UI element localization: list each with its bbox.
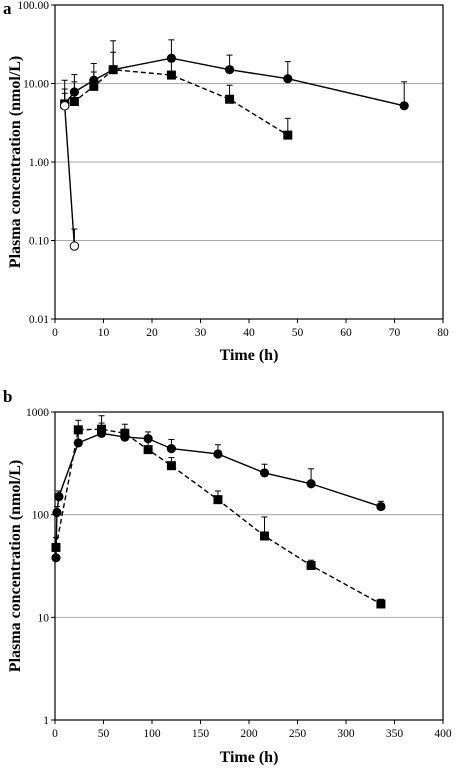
x-tick-label: 400: [434, 728, 452, 740]
data-point-circle: [399, 101, 409, 111]
data-point-circle: [376, 501, 386, 512]
x-tick-label: 10: [98, 327, 110, 339]
data-point-square: [306, 560, 316, 570]
x-tick-label: 30: [195, 327, 207, 339]
data-point-square: [283, 130, 293, 140]
x-tick-label: 60: [340, 327, 352, 339]
y-tick-label: 100: [32, 510, 50, 522]
x-axis-title: Time (h): [220, 749, 279, 766]
y-tick-label: 1: [43, 715, 49, 727]
series-1: [51, 415, 386, 609]
y-tick-label: 0.01: [29, 314, 49, 326]
data-point-square: [260, 531, 270, 541]
x-tick-label: 100: [143, 728, 161, 740]
series-line: [55, 428, 382, 605]
data-point-square: [213, 495, 223, 505]
data-point-square: [225, 94, 235, 104]
data-point-open-circle: [59, 101, 70, 111]
data-point-circle: [54, 491, 64, 502]
data-point-square: [89, 81, 99, 91]
data-point-circle: [225, 65, 235, 75]
y-tick-label: 10: [38, 612, 50, 624]
y-axis-title: Plasma concentration (nmol/L): [7, 56, 24, 268]
data-point-square: [69, 96, 79, 106]
data-point-square: [143, 445, 153, 455]
data-point-square: [376, 599, 386, 609]
x-tick-label: 40: [243, 327, 255, 339]
y-tick-label: 100.00: [17, 0, 49, 12]
data-point-circle: [213, 449, 223, 459]
x-tick-label: 70: [389, 327, 401, 339]
data-point-circle: [166, 53, 176, 63]
data-point-square: [97, 424, 107, 434]
series-0: [60, 39, 409, 111]
y-axis-title: Plasma concentration (nmol/L): [7, 460, 24, 672]
series-line: [64, 105, 76, 247]
plot-frame: [54, 4, 444, 320]
data-point-circle: [283, 74, 293, 84]
data-point-circle: [73, 438, 83, 448]
data-point-square: [73, 425, 83, 435]
panel-label: b: [3, 387, 12, 406]
data-point-square: [108, 65, 118, 75]
y-tick-label: 10.00: [23, 79, 49, 91]
data-point-circle: [306, 479, 316, 489]
x-axis-title: Time (h): [220, 347, 279, 364]
series-1: [60, 51, 293, 140]
x-tick-label: 0: [52, 728, 58, 740]
data-point-circle: [51, 553, 61, 563]
data-point-open-circle: [69, 241, 80, 251]
data-point-square: [120, 428, 130, 438]
x-tick-label: 80: [437, 327, 449, 339]
chart-panel-a: a 0.01 0.10 1.00 10.00 100.00 0 10 20 30 40 50 60 70 8…: [3, 0, 449, 364]
data-point-square: [166, 70, 176, 80]
x-tick-label: 300: [337, 728, 355, 740]
plot-frame: [54, 411, 444, 721]
x-tick-label: 200: [240, 728, 258, 740]
data-point-square: [166, 461, 176, 471]
y-tick-label: 1000: [26, 407, 49, 419]
x-tick-label: 350: [386, 728, 404, 740]
data-point-circle: [259, 468, 270, 478]
x-tick-label: 20: [146, 327, 158, 339]
x-tick-label: 150: [192, 728, 210, 740]
x-tick-label: 0: [52, 327, 58, 339]
panel-label: a: [3, 0, 12, 18]
x-tick-label: 50: [98, 728, 110, 740]
data-point-circle: [166, 444, 176, 454]
y-tick-label: 1.00: [29, 157, 49, 169]
data-point-circle: [52, 507, 62, 518]
x-tick-label: 50: [292, 327, 304, 339]
x-tick-label: 250: [289, 728, 307, 740]
y-tick-label: 0.10: [29, 236, 49, 248]
series-2: [59, 92, 80, 251]
data-point-square: [51, 542, 61, 552]
chart-panel-b: b 1 10 100 1000 0 50 100 150 200 250 300 350 400 Time …: [3, 387, 452, 766]
